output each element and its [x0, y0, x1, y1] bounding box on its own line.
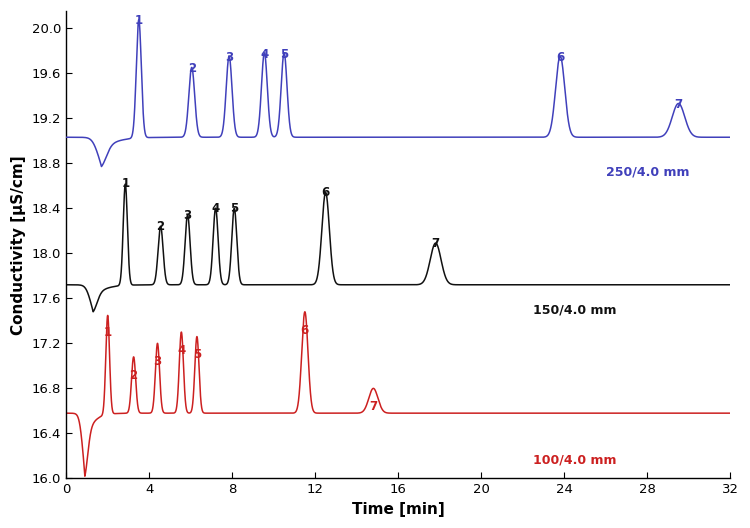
Text: 6: 6 [322, 186, 330, 199]
Text: 2: 2 [130, 369, 138, 382]
Text: 1: 1 [135, 14, 142, 27]
Text: 3: 3 [184, 209, 192, 222]
Text: 4: 4 [177, 344, 185, 357]
Text: 2: 2 [188, 62, 196, 76]
Text: 5: 5 [230, 202, 238, 215]
Text: 7: 7 [431, 237, 439, 250]
Y-axis label: Conductivity [µS/cm]: Conductivity [µS/cm] [11, 155, 26, 335]
X-axis label: Time [min]: Time [min] [352, 502, 445, 517]
Text: 2: 2 [157, 220, 165, 233]
Text: 250/4.0 mm: 250/4.0 mm [606, 166, 689, 178]
Text: 5: 5 [280, 48, 288, 61]
Text: 7: 7 [674, 98, 682, 111]
Text: 3: 3 [154, 355, 161, 368]
Text: 4: 4 [260, 48, 268, 61]
Text: 6: 6 [301, 324, 309, 336]
Text: 1: 1 [122, 177, 129, 190]
Text: 100/4.0 mm: 100/4.0 mm [533, 454, 616, 467]
Text: 6: 6 [556, 51, 564, 64]
Text: 7: 7 [369, 400, 377, 413]
Text: 4: 4 [211, 202, 220, 215]
Text: 150/4.0 mm: 150/4.0 mm [533, 303, 616, 316]
Text: 3: 3 [225, 51, 233, 64]
Text: 5: 5 [193, 348, 201, 361]
Text: 1: 1 [104, 326, 112, 339]
